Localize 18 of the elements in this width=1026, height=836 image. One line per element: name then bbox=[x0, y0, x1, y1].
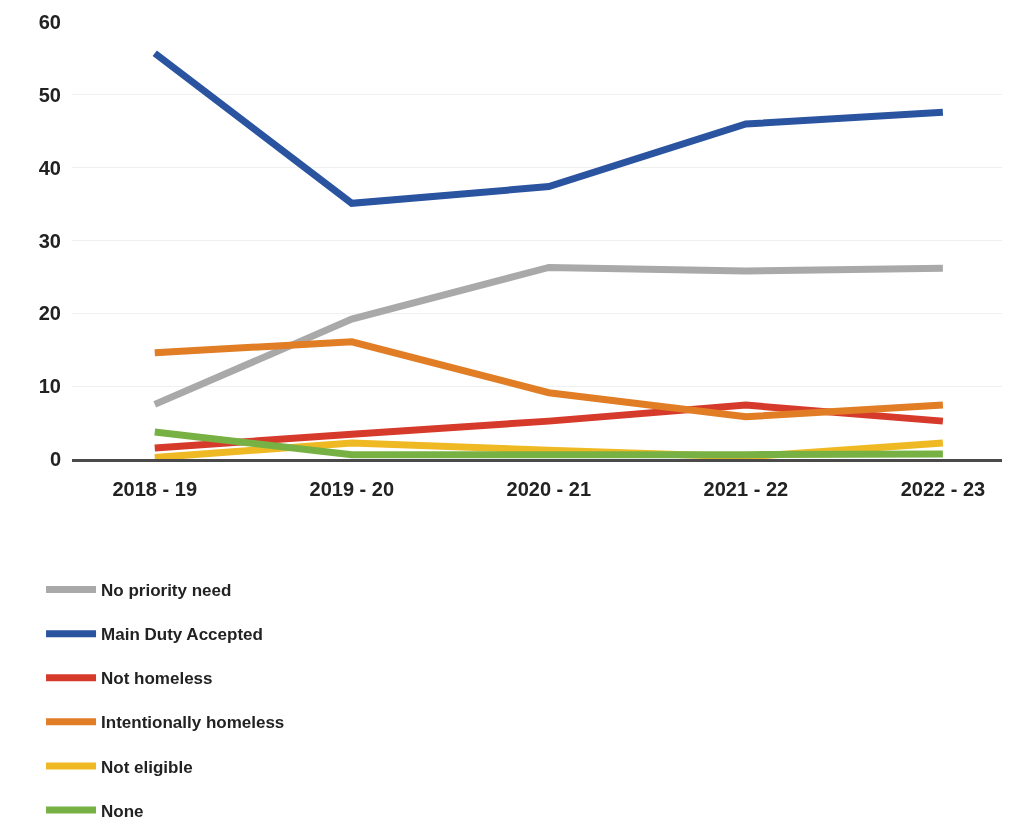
legend-label: Not homeless bbox=[101, 669, 213, 689]
y-tick-label: 0 bbox=[49, 448, 61, 470]
legend-label: Intentionally homeless bbox=[101, 713, 285, 733]
x-tick-label: 2022 - 23 bbox=[900, 478, 986, 500]
y-tick-label: 50 bbox=[38, 83, 61, 106]
x-tick-label: 2021 - 22 bbox=[703, 478, 789, 500]
x-tick-label: 2020 - 21 bbox=[506, 478, 592, 500]
x-tick-label: 2019 - 20 bbox=[309, 478, 395, 500]
x-tick-label: 2018 - 19 bbox=[112, 478, 198, 500]
y-tick-label: 20 bbox=[38, 302, 61, 325]
legend-label: None bbox=[101, 801, 144, 821]
legend-label: Main Duty Accepted bbox=[101, 625, 263, 645]
legend-label: Not eligible bbox=[101, 757, 193, 777]
y-tick-label: 60 bbox=[38, 11, 61, 33]
y-tick-label: 40 bbox=[38, 156, 61, 179]
y-tick-label: 30 bbox=[38, 229, 61, 252]
y-tick-label: 10 bbox=[38, 375, 61, 398]
legend-label: No priority need bbox=[101, 581, 232, 601]
